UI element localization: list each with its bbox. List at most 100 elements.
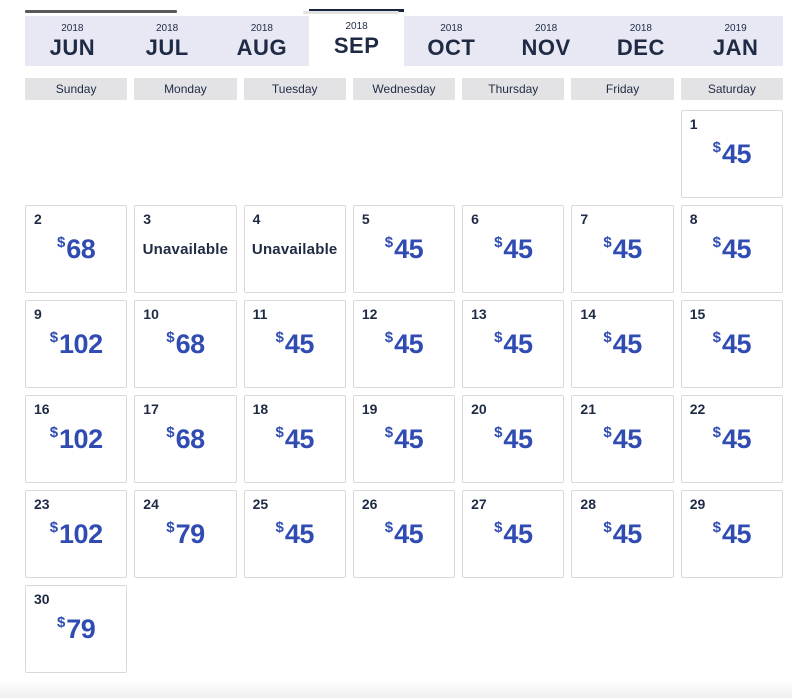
- currency-symbol: $: [494, 518, 503, 536]
- fare-amount: 68: [175, 328, 206, 359]
- fare-amount: 45: [503, 518, 533, 549]
- currency-symbol: $: [494, 423, 503, 441]
- fare-amount: 45: [721, 328, 752, 359]
- day-cell-22[interactable]: 22 $45: [680, 395, 783, 483]
- tab-year-label: 2018: [440, 22, 463, 34]
- fare-amount: 45: [612, 423, 643, 454]
- tab-year-label: 2018: [345, 20, 368, 32]
- day-cell-30[interactable]: 30 $79: [25, 585, 128, 673]
- fare-amount: 45: [721, 233, 752, 264]
- month-tab-oct[interactable]: 2018 OCT: [404, 16, 499, 66]
- currency-symbol: $: [712, 328, 721, 346]
- day-fare: $45: [463, 491, 563, 577]
- currency-symbol: $: [384, 518, 394, 536]
- fare-amount: 45: [394, 328, 424, 359]
- currency-symbol: $: [166, 423, 175, 441]
- day-fare: $45: [572, 301, 672, 387]
- day-cell-6[interactable]: 6 $45: [462, 205, 565, 293]
- day-fare: $45: [354, 396, 454, 482]
- fare-amount: 45: [503, 423, 533, 454]
- tab-month-label: JUN: [49, 34, 96, 60]
- day-cell-28[interactable]: 28 $45: [571, 490, 674, 578]
- fare-amount: 45: [394, 518, 424, 549]
- day-cell-25[interactable]: 25 $45: [243, 490, 346, 578]
- day-cell-27[interactable]: 27 $45: [462, 490, 565, 578]
- weekday-header-monday: Monday: [134, 78, 237, 100]
- day-fare: $68: [135, 396, 235, 482]
- day-number: 7: [580, 211, 589, 227]
- day-fare: $45: [682, 491, 782, 577]
- day-cell-24[interactable]: 24 $79: [134, 490, 237, 578]
- fare-amount: 45: [503, 328, 533, 359]
- day-fare: $45: [572, 396, 672, 482]
- day-cell-23[interactable]: 23 $102: [25, 490, 128, 578]
- day-cell-26[interactable]: 26 $45: [352, 490, 456, 578]
- day-number: 22: [689, 401, 706, 417]
- tab-year-label: 2018: [250, 22, 273, 34]
- day-fare: $45: [463, 301, 563, 387]
- month-tab-jun[interactable]: 2018 JUN: [25, 16, 120, 66]
- currency-symbol: $: [603, 328, 612, 346]
- fare-amount: 45: [503, 233, 533, 264]
- day-cell-19[interactable]: 19 $45: [352, 395, 456, 483]
- day-cell-10[interactable]: 10 $68: [134, 300, 237, 388]
- day-cell-15[interactable]: 15 $45: [680, 300, 783, 388]
- currency-symbol: $: [384, 328, 394, 346]
- day-cell-13[interactable]: 13 $45: [462, 300, 565, 388]
- currency-symbol: $: [712, 423, 721, 441]
- currency-symbol: $: [603, 518, 612, 536]
- day-fare: $45: [572, 206, 672, 292]
- fare-amount: 102: [59, 423, 103, 454]
- day-number: 18: [252, 401, 269, 417]
- tab-year-label: 2018: [629, 22, 652, 34]
- fare-amount: 45: [612, 328, 643, 359]
- day-cell-5[interactable]: 5 $45: [352, 205, 456, 293]
- currency-symbol: $: [712, 138, 721, 156]
- tab-month-label: OCT: [427, 34, 476, 60]
- day-fare: $45: [354, 491, 454, 577]
- day-cell-7[interactable]: 7 $45: [571, 205, 674, 293]
- fare-amount: 79: [66, 613, 96, 644]
- month-tab-aug[interactable]: 2018 AUG: [214, 16, 310, 66]
- day-fare: $45: [463, 206, 563, 292]
- day-fare: Unavailable: [142, 240, 229, 258]
- calendar-grid: 1 $45 2 $68 3 Unavailable 4 Unavailable …: [25, 110, 783, 673]
- currency-symbol: $: [275, 328, 284, 346]
- month-tab-jul[interactable]: 2018 JUL: [119, 16, 215, 66]
- day-number: 4: [252, 211, 261, 227]
- day-cell-9[interactable]: 9 $102: [25, 300, 128, 388]
- day-cell-12[interactable]: 12 $45: [352, 300, 456, 388]
- day-cell-1[interactable]: 1 $45: [680, 110, 783, 198]
- weekday-header-wednesday: Wednesday: [352, 78, 456, 100]
- day-cell-16[interactable]: 16 $102: [25, 395, 128, 483]
- day-fare: $45: [245, 301, 345, 387]
- day-cell-2[interactable]: 2 $68: [25, 205, 128, 293]
- day-cell-17[interactable]: 17 $68: [134, 395, 237, 483]
- day-number: 16: [34, 401, 50, 417]
- currency-symbol: $: [712, 518, 721, 536]
- bottom-fade: [0, 680, 792, 698]
- day-number: 12: [361, 306, 378, 322]
- tab-month-label: DEC: [616, 34, 665, 60]
- day-cell-21[interactable]: 21 $45: [571, 395, 674, 483]
- fare-amount: 45: [721, 423, 752, 454]
- day-cell-20[interactable]: 20 $45: [462, 395, 565, 483]
- month-tab-nov[interactable]: 2018 NOV: [498, 16, 594, 66]
- tab-month-label: SEP: [333, 32, 380, 58]
- day-fare: $45: [682, 206, 782, 292]
- fare-amount: 45: [612, 233, 643, 264]
- fare-amount: 68: [175, 423, 206, 454]
- month-tab-sep[interactable]: 2018 SEP: [309, 9, 404, 66]
- currency-symbol: $: [49, 328, 59, 346]
- month-tab-dec[interactable]: 2018 DEC: [593, 16, 689, 66]
- month-tab-jan[interactable]: 2019 JAN: [688, 16, 783, 66]
- fare-amount: 45: [721, 138, 752, 169]
- day-cell-11[interactable]: 11 $45: [243, 300, 346, 388]
- day-cell-18[interactable]: 18 $45: [243, 395, 346, 483]
- currency-symbol: $: [275, 423, 284, 441]
- day-cell-14[interactable]: 14 $45: [571, 300, 674, 388]
- day-cell-8[interactable]: 8 $45: [680, 205, 783, 293]
- day-number: 27: [471, 496, 487, 512]
- day-cell-29[interactable]: 29 $45: [680, 490, 783, 578]
- day-number: 19: [361, 401, 378, 417]
